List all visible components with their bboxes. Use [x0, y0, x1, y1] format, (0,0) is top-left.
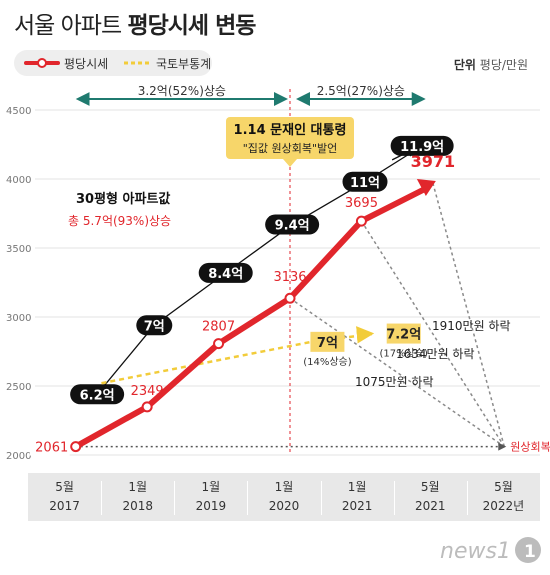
price-label-4: 11억 [350, 176, 380, 191]
drop-line-1 [360, 220, 505, 447]
span-label-0: 3.2억(52%)상승 [138, 84, 226, 98]
price-pill-5 [390, 135, 454, 156]
x-axis: 5월 2017 1월 2018 1월 2019 1월 2020 1월 2021 5월 2021 5월 20… [28, 473, 540, 521]
series1-label-4: 3695 [345, 196, 378, 211]
price-pill-3 [265, 214, 320, 235]
x-divider [101, 481, 103, 515]
chart-title: 서울 아파트 평당시세 변동 [14, 6, 256, 40]
drop-label-0: 1075만원 하락 [355, 375, 434, 389]
annotation-sub: 총 5.7억(93%)상승 [68, 214, 171, 228]
x-divider [247, 481, 249, 515]
event-title: 1.14 문재인 대통령 [234, 122, 347, 138]
x-tick-1: 1월 2018 [122, 480, 153, 513]
unit-title: 단위 [453, 58, 476, 72]
series1-label-bg-0 [29, 437, 70, 456]
chart-title-light: 서울 아파트 [14, 13, 128, 39]
span-label-1: 2.5억(27%)상승 [317, 84, 405, 98]
series1-label-3: 3136 [273, 270, 306, 285]
event-box-pointer [283, 159, 297, 167]
news1-logo-icon: news1 1 [440, 537, 541, 564]
logo-text: news1 [440, 539, 511, 564]
series1-point-4 [355, 215, 367, 227]
x-divider [466, 481, 468, 515]
series1-point-2 [213, 338, 225, 350]
drop-label-2: 1910만원 하락 [432, 319, 511, 333]
event-subtitle: "집값 원상회복"발언 [243, 142, 338, 155]
drop-line-0 [289, 297, 505, 448]
series2-label-2: 7.2억 [386, 328, 421, 343]
series2-sublabel-1: (14%상승) [303, 356, 352, 368]
legend-series2-label: 국토부통계 [156, 57, 212, 71]
price-pill-0 [70, 384, 125, 405]
series1-label-5: 3971 [411, 152, 456, 171]
x-tick-4: 1월 2021 [341, 480, 373, 513]
series2-box-2 [386, 323, 421, 344]
series2-sublabel-2: (17%상승) [379, 348, 428, 360]
series1-label-0: 2061 [35, 441, 68, 456]
price-pill-4 [342, 171, 388, 192]
series1-point-0 [70, 441, 82, 453]
unit-value: 평당/만원 [479, 58, 528, 72]
x-tick-3: 1월 2020 [268, 480, 300, 513]
series1-point-1 [141, 401, 153, 413]
series1-label-1: 2349 [131, 384, 164, 399]
x-tick-6: 5월 2022년 [482, 480, 525, 513]
svg-text:1: 1 [524, 542, 536, 562]
price-label-0: 6.2억 [80, 388, 115, 403]
event-box [226, 117, 354, 159]
price-label-3: 9.4억 [275, 219, 310, 234]
series2-box-1 [310, 331, 345, 352]
target-arrow [498, 442, 507, 451]
price-label-5: 11.9억 [400, 140, 444, 155]
series1-arrowhead [416, 179, 436, 197]
legend: 평당시세 국토부통계 [14, 50, 212, 76]
y-tick-2500: 2500 [6, 382, 31, 393]
x-divider [174, 481, 176, 515]
series1-point-3 [284, 292, 296, 304]
y-tick-3000: 3000 [6, 313, 31, 324]
x-divider [320, 481, 322, 515]
legend-series1-label: 평당시세 [64, 57, 109, 71]
x-divider [393, 481, 395, 515]
price-pill-2 [198, 262, 253, 283]
drop-line-2 [432, 182, 506, 447]
price-label-2: 8.4억 [208, 267, 243, 282]
unit-label: 단위 평당/만원 [454, 56, 528, 73]
x-tick-0: 5월 2017 [49, 480, 80, 513]
chart-title-bold: 평당시세 변동 [127, 13, 256, 39]
series1-label-2: 2807 [202, 320, 235, 335]
x-tick-2: 1월 2019 [195, 480, 227, 513]
y-tick-4000: 4000 [6, 175, 31, 186]
series2-label-1: 7억 [317, 336, 338, 351]
y-tick-4500: 4500 [6, 106, 31, 117]
target-label: 원상회복 [510, 441, 550, 454]
price-pill-1 [136, 315, 173, 336]
drop-label-1: 1634만원 하락 [396, 347, 475, 361]
annotation-title: 30평형 아파트값 [76, 191, 170, 207]
x-tick-5: 5월 2021 [415, 480, 446, 513]
series1-line [72, 186, 428, 450]
legend-red-line-icon [24, 58, 60, 68]
y-tick-2000: 2000 [6, 451, 31, 462]
legend-yellow-dash-icon [124, 61, 152, 65]
series2-arrow [356, 326, 375, 344]
price-label-1: 7억 [144, 319, 165, 334]
y-tick-3500: 3500 [6, 244, 31, 255]
